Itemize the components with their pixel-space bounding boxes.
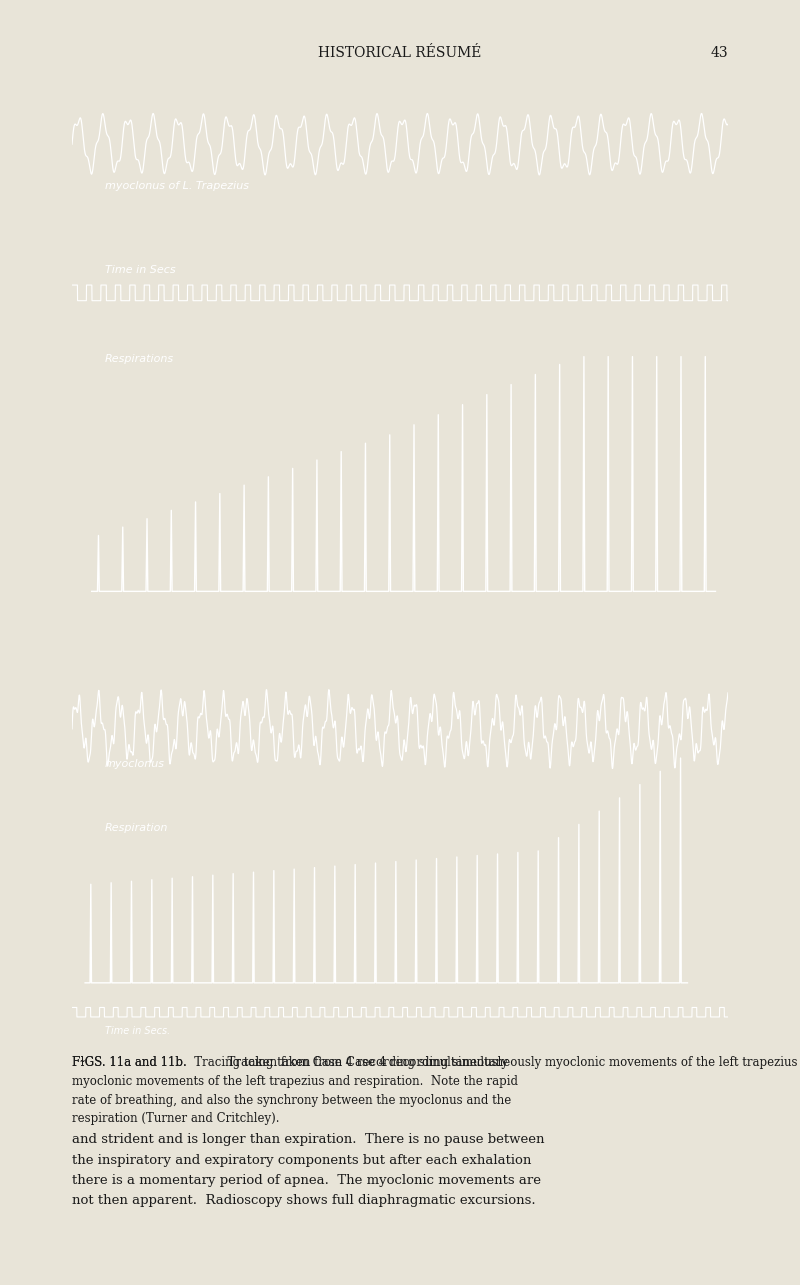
Text: Tracing taken from Case 4 recording simultaneously myoclonic movements of the le: Tracing taken from Case 4 recording simu… xyxy=(220,1056,800,1069)
Text: respiration (Turner and Critchley).: respiration (Turner and Critchley). xyxy=(72,1112,279,1126)
Text: and strident and is longer than expiration.  There is no pause between: and strident and is longer than expirati… xyxy=(72,1133,545,1146)
Text: 43: 43 xyxy=(710,46,728,60)
Text: myoclonus of L. Trapezius: myoclonus of L. Trapezius xyxy=(105,181,249,191)
Text: FɫGS. 11a and 11b.  Tracing taken from Case 4 recording simultaneously: FɫGS. 11a and 11b. Tracing taken from Ca… xyxy=(72,1056,508,1069)
Text: the inspiratory and expiratory components but after each exhalation: the inspiratory and expiratory component… xyxy=(72,1154,531,1167)
Text: Time in Secs: Time in Secs xyxy=(105,265,175,275)
Text: there is a momentary period of apnea.  The myoclonic movements are: there is a momentary period of apnea. Th… xyxy=(72,1174,541,1187)
Text: Time in Secs.: Time in Secs. xyxy=(105,1025,170,1036)
Text: FɫGS. 11a and 11b.: FɫGS. 11a and 11b. xyxy=(72,1056,186,1069)
Text: HISTORICAL RÉSUMÉ: HISTORICAL RÉSUMÉ xyxy=(318,46,482,60)
Text: myoclonic movements of the left trapezius and respiration.  Note the rapid: myoclonic movements of the left trapeziu… xyxy=(72,1074,518,1088)
Text: Respiration: Respiration xyxy=(105,824,168,833)
Text: rate of breathing, and also the synchrony between the myoclonus and the: rate of breathing, and also the synchron… xyxy=(72,1094,511,1106)
Text: not then apparent.  Radioscopy shows full diaphragmatic excursions.: not then apparent. Radioscopy shows full… xyxy=(72,1194,536,1208)
Text: Respirations: Respirations xyxy=(105,355,174,364)
Text: myoclonus: myoclonus xyxy=(105,758,165,768)
